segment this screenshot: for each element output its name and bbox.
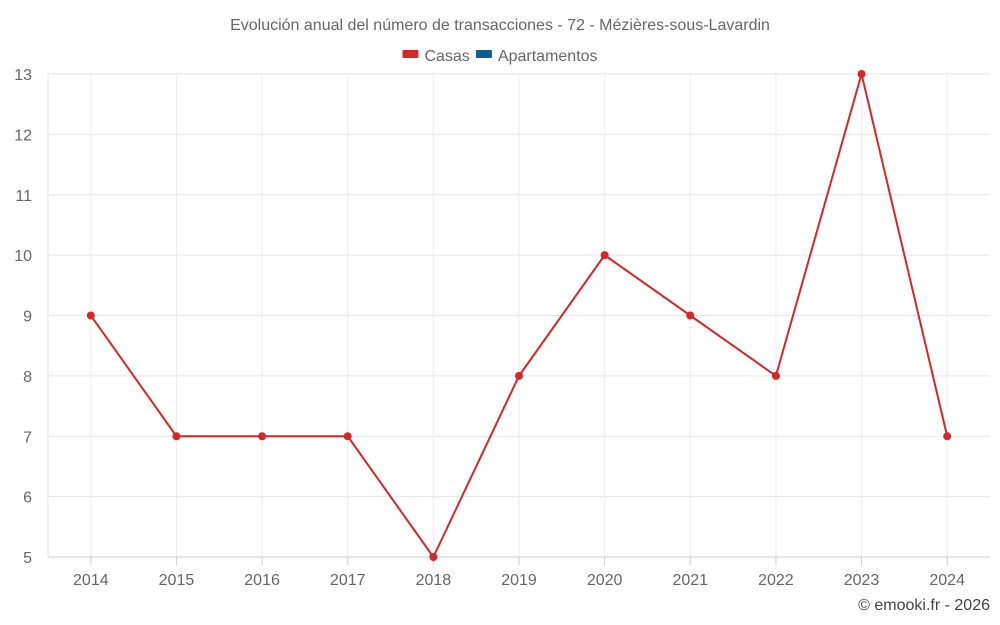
x-tick-label: 2017 <box>330 572 366 589</box>
legend-label-casas[interactable]: Casas <box>424 48 469 65</box>
x-tick-label: 2014 <box>73 572 109 589</box>
axes: 5 6 7 8 9 10 11 12 13 2014 2015 2016 2017 2018 2019 202… <box>14 67 990 589</box>
y-tick-label: 10 <box>14 248 32 265</box>
data-point[interactable] <box>258 432 267 441</box>
data-point[interactable] <box>600 251 609 260</box>
x-tick-label: 2019 <box>501 572 537 589</box>
data-point[interactable] <box>515 371 523 380</box>
x-tick-label: 2020 <box>587 572 623 589</box>
chart-title: Evolución anual del número de transaccio… <box>230 17 770 34</box>
x-tick-label: 2021 <box>672 572 708 589</box>
data-point[interactable] <box>429 553 438 561</box>
data-point[interactable] <box>343 432 352 441</box>
legend: Casas Apartamentos <box>402 48 598 65</box>
legend-swatch-casas[interactable] <box>402 50 419 58</box>
grid <box>48 73 990 557</box>
y-tick-label: 9 <box>23 309 32 326</box>
data-point[interactable] <box>686 311 695 320</box>
y-tick-label: 7 <box>23 429 32 446</box>
credit-text: © emooki.fr - 2026 <box>858 597 990 614</box>
data-point[interactable] <box>172 432 181 441</box>
y-tick-label: 5 <box>23 550 32 567</box>
x-tick-label: 2024 <box>929 572 965 589</box>
legend-label-apartamentos[interactable]: Apartamentos <box>498 48 598 65</box>
data-point[interactable] <box>857 70 866 78</box>
x-tick-label: 2018 <box>416 572 452 589</box>
x-tick-label: 2015 <box>159 572 195 589</box>
x-tick-label: 2023 <box>844 572 880 589</box>
y-tick-label: 11 <box>15 188 32 205</box>
x-tick-label: 2016 <box>244 572 280 589</box>
legend-swatch-apartamentos[interactable] <box>475 50 492 58</box>
data-point[interactable] <box>86 311 95 320</box>
y-tick-label: 6 <box>23 490 32 507</box>
data-point[interactable] <box>771 371 780 380</box>
series-layer <box>86 70 952 561</box>
y-tick-label: 8 <box>23 369 32 386</box>
y-tick-label: 12 <box>14 127 32 144</box>
data-point[interactable] <box>943 432 952 441</box>
y-tick-label: 13 <box>14 67 32 84</box>
x-tick-label: 2022 <box>758 572 794 589</box>
